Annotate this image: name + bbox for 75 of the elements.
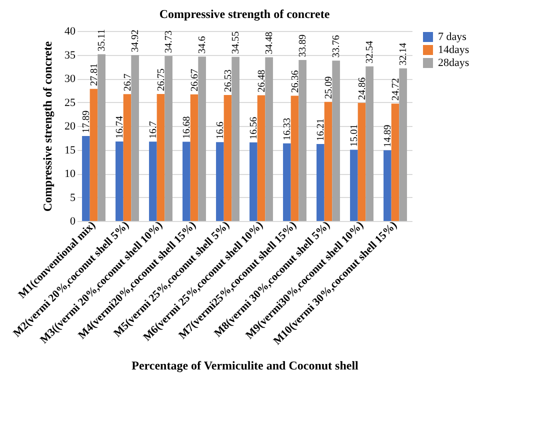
data-label: 26.7 bbox=[122, 74, 134, 92]
data-label: 33.76 bbox=[331, 35, 342, 58]
bar bbox=[156, 94, 165, 221]
data-label: 16.74 bbox=[114, 116, 126, 138]
bar bbox=[131, 55, 139, 221]
y-tick-label: 30 bbox=[64, 73, 76, 85]
data-label: 16.6 bbox=[214, 122, 226, 140]
data-label: 25.09 bbox=[323, 76, 334, 99]
bar bbox=[82, 136, 90, 221]
data-label: 24.86 bbox=[356, 77, 368, 100]
bar bbox=[265, 57, 273, 221]
bar bbox=[283, 143, 291, 221]
bar bbox=[164, 56, 172, 221]
data-label: 16.7 bbox=[148, 121, 159, 139]
bar bbox=[332, 60, 340, 221]
y-tick-label: 10 bbox=[64, 168, 76, 180]
x-axis-title: Percentage of Vermiculite and Coconut shell bbox=[132, 358, 360, 373]
data-label: 34.92 bbox=[130, 30, 142, 52]
data-label: 26.36 bbox=[290, 70, 301, 93]
legend-label: 7 days bbox=[438, 31, 466, 43]
data-label: 27.81 bbox=[88, 63, 100, 86]
y-tick-label: 5 bbox=[70, 192, 76, 204]
data-label: 16.56 bbox=[248, 116, 260, 140]
chart-title: Compressive strength of concrete bbox=[159, 7, 330, 21]
data-label: 34.48 bbox=[264, 32, 276, 54]
bar bbox=[190, 94, 198, 221]
bar bbox=[98, 54, 106, 221]
y-tick-label: 40 bbox=[64, 26, 76, 38]
y-tick-label: 15 bbox=[64, 144, 76, 156]
bar bbox=[123, 94, 132, 221]
bar bbox=[298, 60, 306, 221]
data-label: 16.21 bbox=[315, 118, 326, 142]
data-label: 24.72 bbox=[390, 78, 402, 101]
y-tick-label: 0 bbox=[70, 216, 76, 228]
bar bbox=[116, 141, 124, 221]
data-label: 16.33 bbox=[282, 118, 293, 140]
data-label: 14.89 bbox=[382, 124, 394, 148]
data-label: 16.68 bbox=[181, 116, 192, 139]
bar bbox=[257, 95, 266, 221]
bar bbox=[216, 142, 224, 221]
data-label: 34.6 bbox=[197, 36, 208, 54]
bar bbox=[399, 68, 407, 221]
bar bbox=[232, 56, 240, 221]
bar bbox=[384, 150, 392, 221]
data-label: 33.89 bbox=[298, 34, 309, 58]
legend-label: 28days bbox=[438, 57, 470, 69]
data-label: 15.01 bbox=[348, 124, 360, 147]
data-label: 26.48 bbox=[256, 70, 268, 92]
data-label: 26.67 bbox=[189, 68, 200, 92]
data-label: 34.73 bbox=[164, 30, 175, 54]
bar bbox=[391, 104, 400, 221]
y-tick-label: 35 bbox=[64, 49, 76, 62]
data-label: 34.55 bbox=[230, 31, 242, 54]
data-label: 32.14 bbox=[398, 42, 410, 66]
bar bbox=[224, 94, 232, 221]
bar bbox=[316, 144, 324, 221]
bar bbox=[358, 102, 366, 221]
data-label: 17.89 bbox=[80, 110, 92, 134]
data-label: 26.53 bbox=[222, 69, 234, 92]
data-label: 26.75 bbox=[156, 68, 167, 91]
bar bbox=[198, 56, 206, 221]
legend-label: 14days bbox=[438, 44, 470, 56]
bar bbox=[182, 142, 190, 221]
bar bbox=[350, 150, 358, 221]
bar bbox=[250, 142, 258, 221]
data-label: 35.11 bbox=[96, 29, 108, 52]
y-tick-label: 25 bbox=[64, 96, 76, 109]
bar bbox=[324, 102, 332, 221]
y-axis-title: Compressive strength of concrete bbox=[40, 40, 54, 212]
y-tick-label: 20 bbox=[64, 120, 76, 132]
bar bbox=[90, 88, 98, 221]
bar bbox=[366, 66, 374, 221]
bar bbox=[290, 96, 299, 221]
bar bbox=[149, 142, 157, 221]
data-label: 32.54 bbox=[364, 40, 376, 64]
